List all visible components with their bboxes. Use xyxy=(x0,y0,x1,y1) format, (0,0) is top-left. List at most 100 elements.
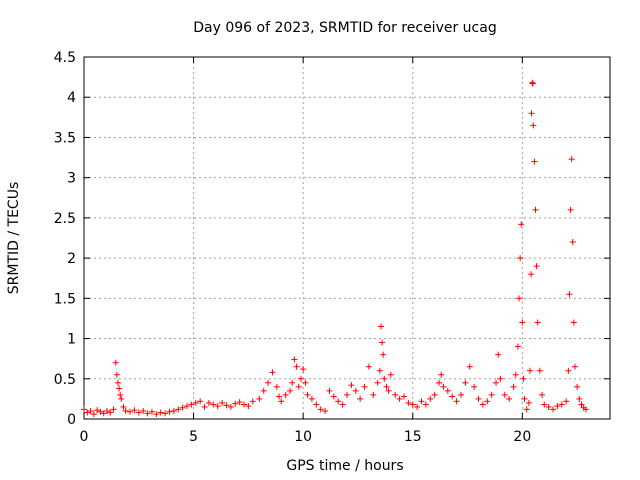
data-point xyxy=(344,391,350,398)
data-point xyxy=(514,343,521,350)
x-tick-label: 20 xyxy=(513,429,531,445)
data-point xyxy=(87,407,94,414)
data-point xyxy=(335,398,342,405)
data-point xyxy=(381,375,388,382)
data-point xyxy=(400,393,407,400)
data-point xyxy=(533,263,540,270)
data-point xyxy=(427,395,434,402)
data-point xyxy=(488,391,495,398)
data-point xyxy=(90,411,97,418)
data-point xyxy=(462,379,469,386)
data-point xyxy=(357,395,364,402)
data-point xyxy=(232,400,239,407)
data-point xyxy=(273,383,280,390)
data-point xyxy=(131,407,138,414)
data-point xyxy=(528,271,535,278)
data-point xyxy=(530,122,537,129)
data-point xyxy=(116,385,123,392)
data-point xyxy=(365,363,372,370)
data-point xyxy=(84,409,91,416)
data-point xyxy=(297,375,304,382)
data-point xyxy=(568,156,575,163)
data-point xyxy=(518,221,525,228)
data-point xyxy=(148,408,155,415)
data-point xyxy=(566,291,573,298)
data-point xyxy=(295,383,302,390)
data-point xyxy=(512,371,519,378)
data-point xyxy=(418,398,425,405)
y-axis-label: SRMTID / TECUs xyxy=(6,182,22,295)
data-point xyxy=(457,391,464,398)
x-axis: 0 5 10 15 20 xyxy=(80,57,531,445)
data-point xyxy=(449,393,456,400)
y-tick-label: 2.5 xyxy=(54,211,76,227)
data-point xyxy=(545,403,552,410)
y-tick-label: 3.5 xyxy=(54,130,76,146)
data-point xyxy=(330,393,337,400)
data-point xyxy=(170,407,177,414)
data-point xyxy=(521,395,528,402)
data-point xyxy=(525,399,532,406)
data-point xyxy=(387,371,394,378)
data-point xyxy=(104,407,111,414)
data-point xyxy=(414,403,421,410)
data-point xyxy=(506,395,513,402)
data-point xyxy=(326,387,333,394)
data-point xyxy=(269,369,276,376)
data-point xyxy=(317,406,324,413)
data-point xyxy=(184,403,191,410)
data-point xyxy=(97,408,104,415)
data-point xyxy=(282,391,289,398)
data-point xyxy=(112,359,119,366)
data-point xyxy=(440,383,447,390)
data-point xyxy=(157,409,164,416)
data-point xyxy=(438,371,445,378)
data-point xyxy=(574,383,581,390)
data-point xyxy=(376,367,383,374)
data-point xyxy=(569,239,576,246)
data-point xyxy=(550,406,557,413)
data-point xyxy=(361,383,368,390)
data-point xyxy=(392,391,399,398)
y-tick-label: 4.5 xyxy=(54,50,76,66)
data-point xyxy=(322,407,329,414)
data-point xyxy=(466,363,473,370)
data-point xyxy=(576,395,583,402)
data-point xyxy=(484,398,491,405)
data-point xyxy=(497,375,504,382)
data-point xyxy=(396,395,403,402)
data-point xyxy=(578,401,585,408)
data-point xyxy=(379,339,386,346)
data-point xyxy=(245,403,252,410)
data-point xyxy=(302,379,309,386)
data-point xyxy=(94,407,101,414)
data-point xyxy=(558,401,565,408)
data-point xyxy=(352,387,359,394)
data-point xyxy=(249,398,256,405)
data-point xyxy=(308,395,315,402)
data-point xyxy=(260,387,267,394)
data-point xyxy=(113,371,120,378)
data-point xyxy=(120,403,127,410)
data-point xyxy=(582,406,589,413)
y-axis: 0 0.5 1 1.5 2 2.5 3 3.5 4 4.5 xyxy=(54,50,610,428)
data-point xyxy=(554,403,561,410)
data-point xyxy=(479,401,486,408)
x-tick-label: 10 xyxy=(294,429,312,445)
data-point xyxy=(436,379,443,386)
data-point xyxy=(520,375,527,382)
plot-frame xyxy=(83,56,611,420)
y-tick-label: 0.5 xyxy=(54,372,76,388)
data-point xyxy=(192,399,199,406)
y-tick-label: 3 xyxy=(67,171,76,187)
data-point xyxy=(405,399,412,406)
data-point xyxy=(223,402,230,409)
data-point xyxy=(510,383,517,390)
x-tick-label: 5 xyxy=(189,429,198,445)
data-point xyxy=(422,401,429,408)
data-point xyxy=(236,399,243,406)
data-point xyxy=(475,395,482,402)
data-point xyxy=(567,206,574,213)
data-point xyxy=(519,319,526,326)
x-tick-label: 0 xyxy=(80,429,89,445)
